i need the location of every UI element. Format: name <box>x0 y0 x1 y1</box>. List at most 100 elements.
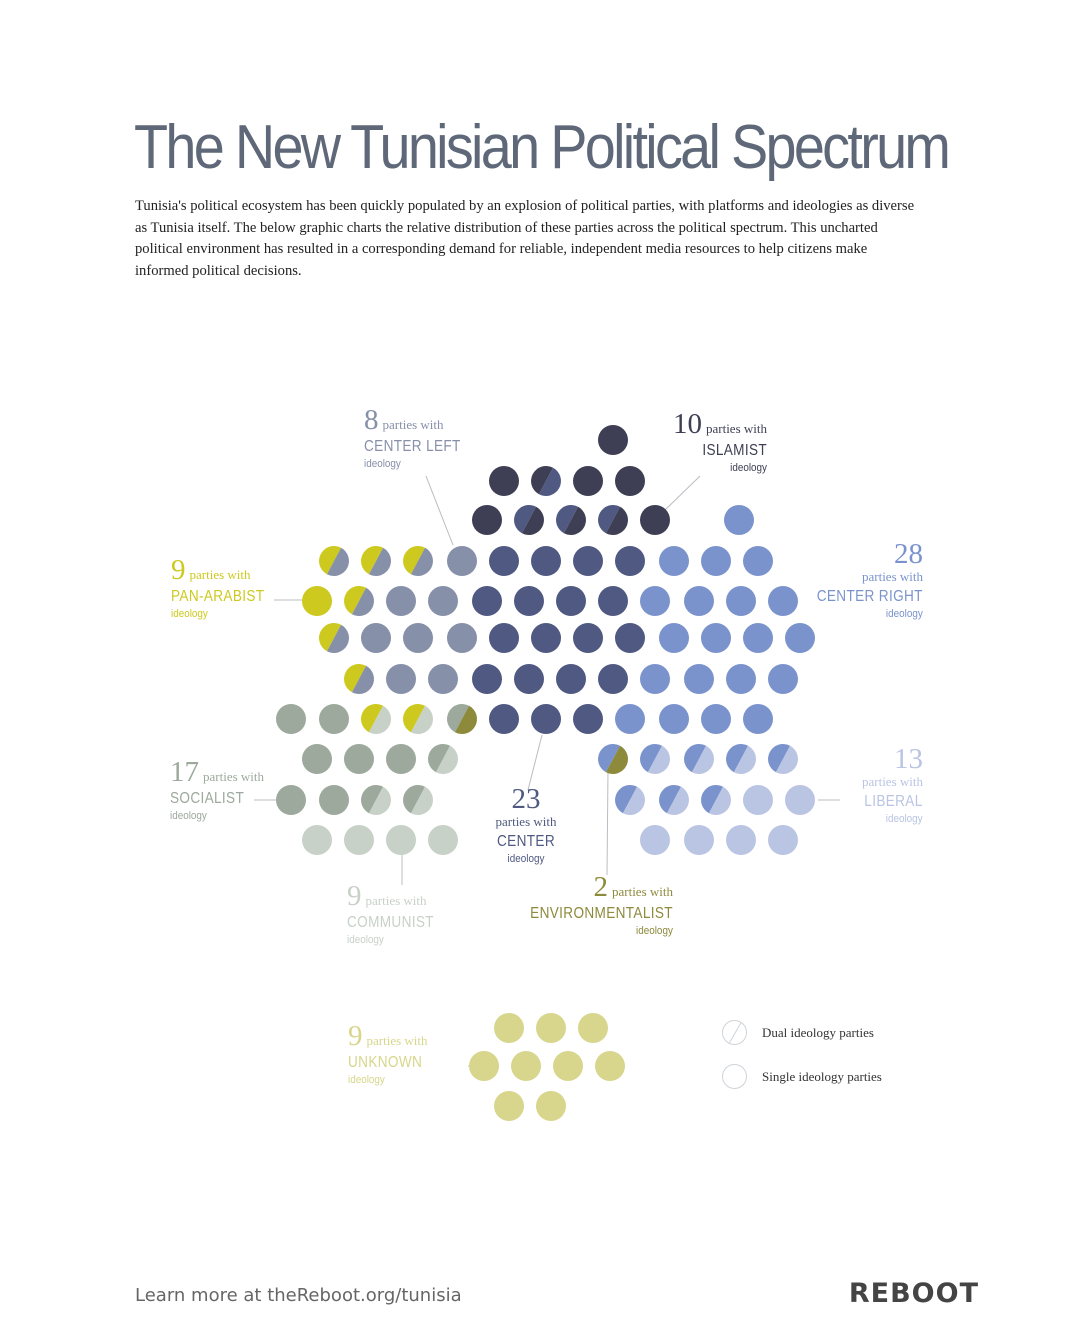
dual-ideology-legend-icon <box>722 1020 747 1045</box>
party-dot <box>428 825 458 855</box>
party-dot <box>743 546 773 576</box>
single-ideology-legend-icon <box>722 1064 747 1089</box>
party-dot <box>615 623 645 653</box>
count-center-right: 28 <box>894 538 923 570</box>
ideology-text: ideology <box>886 813 923 825</box>
party-dot <box>684 664 714 694</box>
count-islamist: 10 <box>672 408 702 440</box>
label-liberal: 13 parties with LIBERAL ideology <box>854 745 923 825</box>
party-dot <box>319 785 349 815</box>
name-center-left: CENTER LEFT <box>364 438 461 455</box>
legend-dual: Dual ideology parties <box>722 1020 874 1045</box>
ideology-text: ideology <box>171 608 208 620</box>
party-dot <box>489 704 519 734</box>
count-pan-arabist: 9 <box>171 554 186 586</box>
party-dot <box>276 785 306 815</box>
party-dot <box>573 466 603 496</box>
party-dot <box>768 825 798 855</box>
label-center-right: 28 parties with CENTER RIGHT ideology <box>798 540 923 620</box>
party-dot <box>701 623 731 653</box>
parties-with-text: parties with <box>203 769 265 784</box>
dual-ideology-dot <box>726 744 756 774</box>
dual-ideology-dot <box>684 744 714 774</box>
party-dot <box>344 825 374 855</box>
ideology-text: ideology <box>507 853 545 865</box>
party-dot <box>659 546 689 576</box>
dual-ideology-dot <box>598 505 628 535</box>
party-dot <box>386 744 416 774</box>
party-dot <box>386 664 416 694</box>
party-dot <box>536 1091 566 1121</box>
ideology-text: ideology <box>364 458 401 470</box>
parties-with-text: parties with <box>611 884 673 899</box>
parties-with-text: parties with <box>861 774 923 789</box>
party-dot <box>684 825 714 855</box>
dual-ideology-dot <box>514 505 544 535</box>
party-dot <box>319 704 349 734</box>
party-dot <box>615 546 645 576</box>
dual-ideology-dot <box>403 785 433 815</box>
party-dot <box>428 664 458 694</box>
dual-ideology-dot <box>344 586 374 616</box>
label-center-left: 8 parties with CENTER LEFT ideology <box>364 406 478 470</box>
legend-single: Single ideology parties <box>722 1064 882 1089</box>
name-center-right: CENTER RIGHT <box>816 588 923 605</box>
dual-ideology-dot <box>598 744 628 774</box>
count-environmentalist: 2 <box>593 871 608 903</box>
party-dot <box>469 1051 499 1081</box>
party-dot <box>511 1051 541 1081</box>
ideology-text: ideology <box>730 462 767 474</box>
party-dot <box>302 744 332 774</box>
count-center-left: 8 <box>364 404 379 436</box>
name-communist: COMMUNIST <box>347 914 434 931</box>
legend-single-label: Single ideology parties <box>762 1068 882 1084</box>
ideology-text: ideology <box>170 810 207 822</box>
party-dot <box>640 825 670 855</box>
leader-line <box>527 734 543 791</box>
party-dot <box>494 1013 524 1043</box>
party-dot <box>514 586 544 616</box>
label-pan-arabist: 9 parties with PAN-ARABIST ideology <box>171 556 281 620</box>
party-dot <box>743 785 773 815</box>
label-center: 23 parties with CENTER ideology <box>476 785 576 865</box>
party-dot <box>386 825 416 855</box>
party-dot <box>531 623 561 653</box>
dual-ideology-dot <box>768 744 798 774</box>
parties-with-text: parties with <box>366 1033 428 1048</box>
count-center: 23 <box>511 783 541 815</box>
leader-line <box>664 475 701 511</box>
footer-link[interactable]: Learn more at theReboot.org/tunisia <box>135 1285 462 1306</box>
parties-with-text: parties with <box>365 893 427 908</box>
party-dot <box>489 546 519 576</box>
parties-with-text: parties with <box>495 814 557 829</box>
ideology-text: ideology <box>636 925 673 937</box>
party-dot <box>659 704 689 734</box>
party-dot <box>640 505 670 535</box>
party-dot <box>514 664 544 694</box>
name-islamist: ISLAMIST <box>702 442 767 459</box>
parties-with-text: parties with <box>705 421 767 436</box>
dual-ideology-dot <box>640 744 670 774</box>
count-socialist: 17 <box>170 756 199 788</box>
party-dot <box>640 586 670 616</box>
party-dot <box>472 586 502 616</box>
party-dot <box>344 744 374 774</box>
label-communist: 9 parties with COMMUNIST ideology <box>347 882 449 946</box>
party-dot <box>615 704 645 734</box>
intro-paragraph: Tunisia's political ecosystem has been q… <box>135 198 915 279</box>
party-dot <box>684 586 714 616</box>
party-dot <box>553 1051 583 1081</box>
dual-ideology-dot <box>319 623 349 653</box>
ideology-text: ideology <box>886 608 923 620</box>
count-liberal: 13 <box>894 743 923 775</box>
dual-ideology-dot <box>403 546 433 576</box>
party-dot <box>785 785 815 815</box>
party-dot <box>573 704 603 734</box>
label-socialist: 17 parties with SOCIALIST ideology <box>170 758 264 822</box>
dual-ideology-dot <box>701 785 731 815</box>
label-islamist: 10 parties with ISLAMIST ideology <box>673 410 767 474</box>
dual-ideology-dot <box>615 785 645 815</box>
dual-ideology-dot <box>556 505 586 535</box>
party-dot <box>743 623 773 653</box>
dual-ideology-dot <box>361 785 391 815</box>
